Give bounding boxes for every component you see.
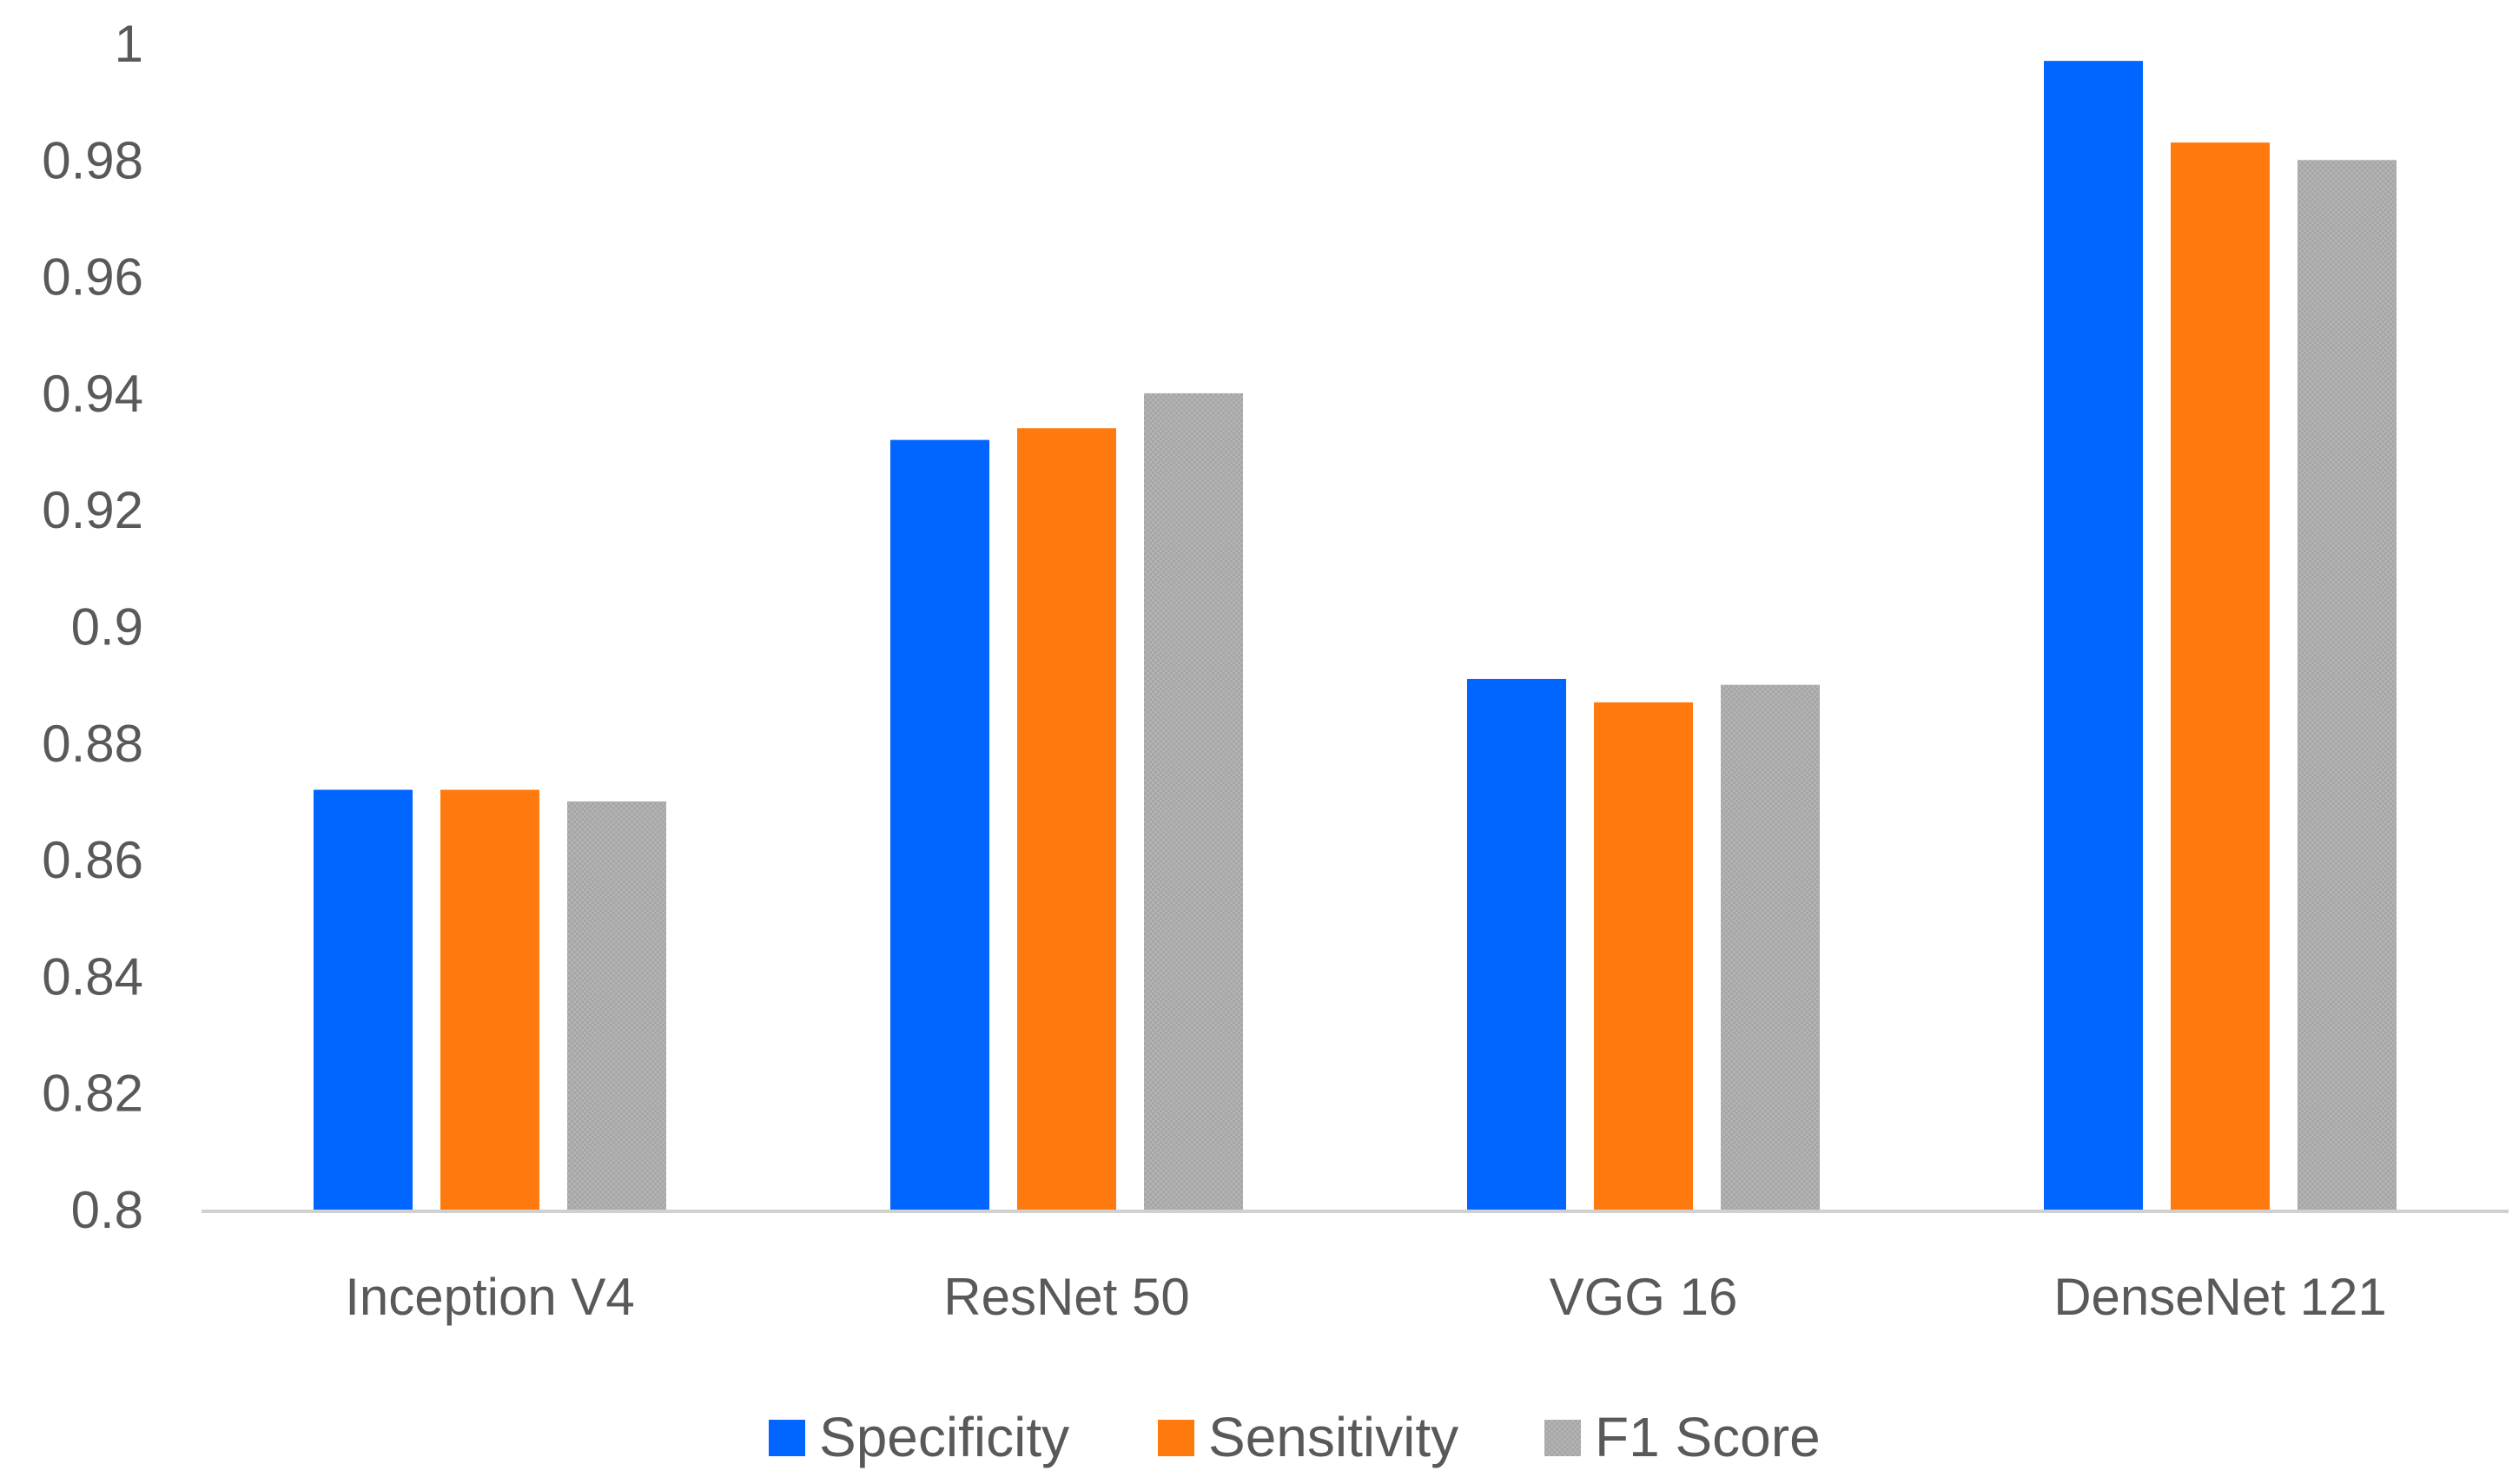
legend-swatch-specificity — [769, 1420, 805, 1456]
legend-label-specificity: Specificity — [819, 1406, 1069, 1468]
legend-swatch-f1-score — [1544, 1420, 1581, 1456]
legend-swatch-sensitivity — [1158, 1420, 1194, 1456]
y-tick-label: 0.82 — [42, 1065, 143, 1123]
y-tick-label: 0.8 — [71, 1181, 143, 1239]
bar-f1-score-resnet-50 — [1144, 392, 1243, 1210]
x-tick-label: Inception V4 — [345, 1268, 635, 1326]
bar-specificity-inception-v4 — [314, 789, 413, 1210]
x-tick-label: DenseNet 121 — [2053, 1268, 2387, 1326]
x-axis: Inception V4 ResNet 50 VGG 16 DenseNet 121 — [345, 1268, 2387, 1326]
bar-f1-score-inception-v4 — [567, 801, 666, 1210]
bar-sensitivity-resnet-50 — [1017, 428, 1116, 1210]
bar-sensitivity-densenet-121 — [2171, 142, 2270, 1210]
y-tick-label: 0.96 — [42, 248, 143, 307]
y-tick-label: 0.94 — [42, 365, 143, 423]
y-axis: 0.8 0.82 0.84 0.86 0.88 0.9 0.92 0.94 0.96 0.98 1 — [42, 15, 143, 1239]
y-tick-label: 1 — [115, 15, 143, 73]
bar-sensitivity-vgg-16 — [1594, 702, 1693, 1210]
x-tick-label: VGG 16 — [1550, 1268, 1738, 1326]
x-tick-label: ResNet 50 — [943, 1268, 1189, 1326]
bars — [314, 61, 2397, 1210]
legend-label-sensitivity: Sensitivity — [1208, 1406, 1458, 1468]
legend: Specificity Sensitivity F1 Score — [769, 1406, 1821, 1468]
y-tick-label: 0.92 — [42, 481, 143, 539]
bar-f1-score-densenet-121 — [2298, 160, 2397, 1210]
bar-specificity-densenet-121 — [2044, 61, 2143, 1210]
bar-sensitivity-inception-v4 — [440, 789, 539, 1210]
bar-f1-score-vgg-16 — [1721, 684, 1820, 1210]
y-tick-label: 0.88 — [42, 715, 143, 773]
y-tick-label: 0.86 — [42, 831, 143, 889]
bar-specificity-resnet-50 — [890, 439, 989, 1210]
bar-specificity-vgg-16 — [1467, 678, 1566, 1210]
legend-label-f1-score: F1 Score — [1595, 1406, 1821, 1468]
y-tick-label: 0.98 — [42, 131, 143, 189]
y-tick-label: 0.84 — [42, 947, 143, 1006]
y-tick-label: 0.9 — [71, 598, 143, 656]
